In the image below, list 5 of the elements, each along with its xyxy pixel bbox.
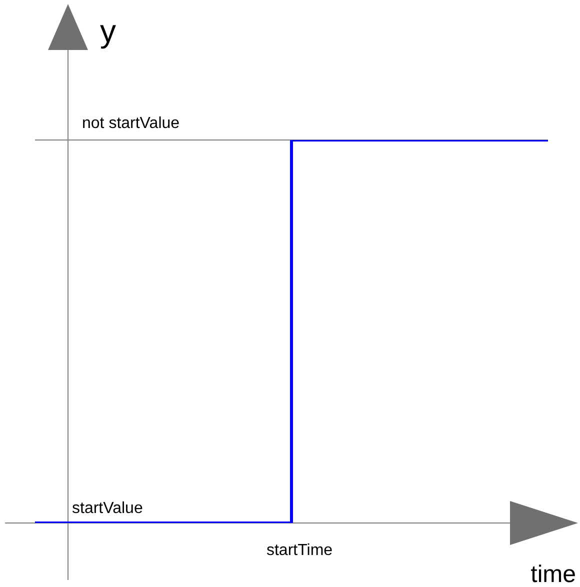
ref-line-label: not startValue — [82, 115, 180, 132]
annotation: startValue — [72, 500, 143, 517]
text: startTime — [266, 542, 333, 559]
y-axis-title: y — [100, 13, 116, 49]
x-axis-title: time — [530, 561, 576, 587]
